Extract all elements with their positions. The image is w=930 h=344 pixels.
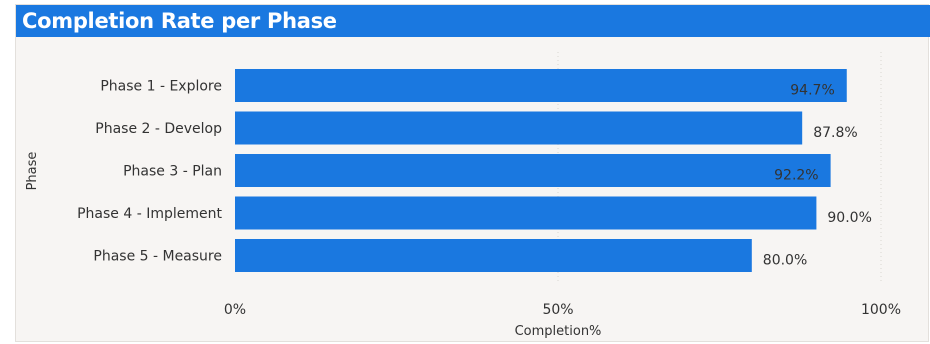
category-label: Phase 3 - Plan bbox=[123, 164, 222, 180]
data-label: 94.7% bbox=[790, 83, 834, 99]
bar[interactable] bbox=[235, 154, 831, 187]
y-axis-title: Phase bbox=[25, 152, 40, 191]
x-tick-label: 0% bbox=[224, 302, 246, 318]
data-label: 80.0% bbox=[763, 253, 807, 269]
x-tick-label: 50% bbox=[542, 302, 573, 318]
data-label: 92.2% bbox=[774, 168, 818, 184]
labels: 0% 50% 100% Phase 1 - Explore 94.7% Phase 2 -… bbox=[77, 79, 901, 319]
category-label: Phase 5 - Measure bbox=[93, 249, 222, 265]
bar[interactable] bbox=[235, 196, 817, 230]
category-label: Phase 2 - Develop bbox=[95, 121, 222, 137]
bar[interactable] bbox=[235, 239, 752, 272]
chart-title: Completion Rate per Phase bbox=[22, 9, 337, 33]
category-label: Phase 4 - Implement bbox=[77, 206, 222, 222]
chart-title-bar: Completion Rate per Phase bbox=[16, 5, 930, 37]
category-label: Phase 1 - Explore bbox=[100, 79, 222, 95]
data-label: 90.0% bbox=[827, 210, 871, 226]
bar[interactable] bbox=[235, 69, 847, 102]
x-axis-title: Completion% bbox=[515, 324, 602, 339]
bars bbox=[235, 69, 847, 272]
bar[interactable] bbox=[235, 111, 803, 145]
data-label: 87.8% bbox=[813, 125, 857, 141]
x-tick-label: 100% bbox=[861, 302, 901, 318]
